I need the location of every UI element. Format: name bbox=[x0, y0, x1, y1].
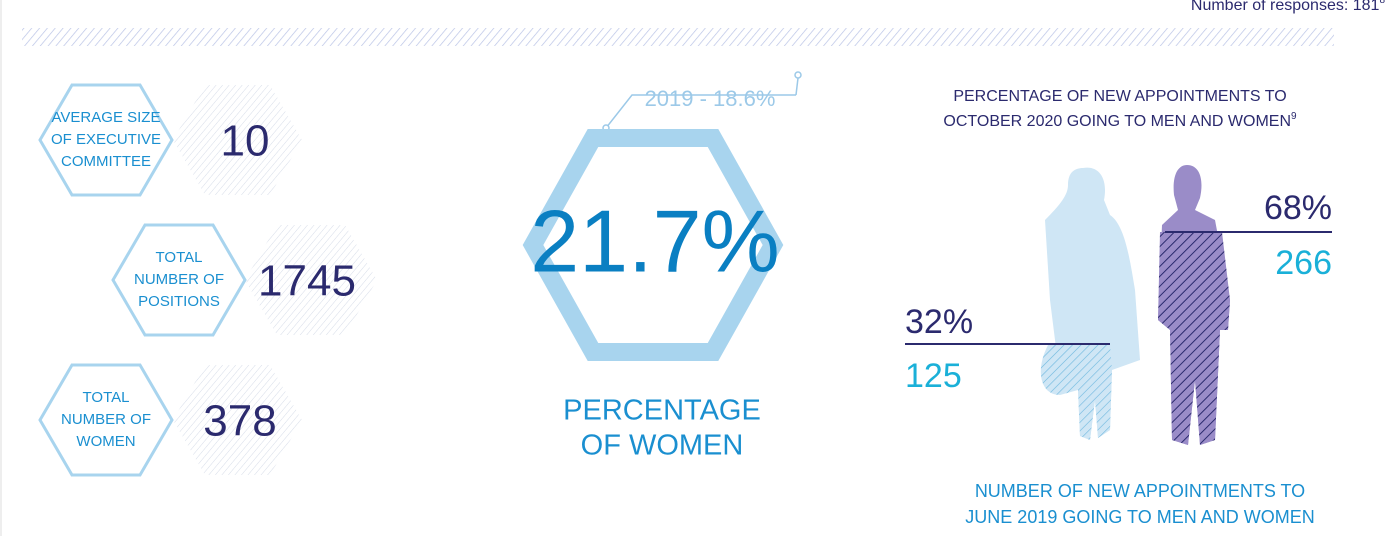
appointments-title: PERCENTAGE OF NEW APPOINTMENTS TO bbox=[953, 88, 1286, 105]
pointer-line bbox=[605, 94, 796, 129]
share-label: OF WOMEN bbox=[581, 430, 744, 462]
hex-outline bbox=[111, 223, 247, 337]
woman-hatched bbox=[1040, 345, 1112, 440]
stat-3: TOTAL NUMBER OF WOMEN 378 bbox=[38, 363, 302, 477]
stat-label: TOTAL bbox=[156, 249, 203, 266]
men-count: 266 bbox=[1275, 244, 1332, 282]
hex-hatched bbox=[173, 85, 302, 195]
appointments-subtitle: JUNE 2019 GOING TO MEN AND WOMEN bbox=[965, 507, 1314, 527]
hex-big bbox=[522, 129, 784, 361]
share-value: 21.7% bbox=[530, 191, 780, 290]
stat-label: POSITIONS bbox=[138, 293, 220, 310]
appointments-subtitle: NUMBER OF NEW APPOINTMENTS TO bbox=[975, 481, 1305, 501]
stat-label: COMMITTEE bbox=[61, 153, 151, 170]
stat-label: TOTAL bbox=[83, 389, 130, 406]
man-hatched bbox=[1158, 232, 1230, 445]
pointer-dot bbox=[794, 71, 802, 79]
previous-value: 2019 - 18.6% bbox=[645, 86, 776, 111]
stat-value: 1745 bbox=[258, 257, 356, 306]
women-count: 125 bbox=[905, 357, 962, 395]
women-share: 2019 - 18.6% 21.7% PERCENTAGE OF WOMEN bbox=[522, 71, 802, 462]
stat-label: OF EXECUTIVE bbox=[51, 131, 161, 148]
hex-outline bbox=[38, 363, 174, 477]
men-percent: 68% bbox=[1264, 189, 1332, 227]
women-percent: 32% bbox=[905, 303, 973, 341]
stat-value: 10 bbox=[221, 117, 270, 166]
stat-label: NUMBER OF bbox=[134, 271, 224, 288]
stat-value: 378 bbox=[203, 397, 276, 446]
hex-hatched bbox=[245, 225, 377, 335]
stat-label: AVERAGE SIZE bbox=[52, 109, 161, 126]
appointments: PERCENTAGE OF NEW APPOINTMENTS TO OCTOBE… bbox=[905, 88, 1332, 527]
hatch-band bbox=[22, 28, 1334, 46]
pointer-line bbox=[795, 77, 799, 96]
stat-2: TOTAL NUMBER OF POSITIONS 1745 bbox=[111, 223, 377, 337]
appointments-title: OCTOBER 2020 GOING TO MEN AND WOMEN9 bbox=[943, 111, 1297, 131]
stat-label: NUMBER OF bbox=[61, 411, 151, 428]
hex-outline bbox=[38, 83, 174, 197]
hex-hatched bbox=[173, 365, 302, 475]
share-label: PERCENTAGE bbox=[563, 395, 761, 427]
responses: Number of responses: 1818 bbox=[1191, 0, 1386, 14]
stat-label: WOMEN bbox=[76, 433, 135, 450]
stat-1: AVERAGE SIZE OF EXECUTIVE COMMITTEE 10 bbox=[38, 83, 302, 197]
